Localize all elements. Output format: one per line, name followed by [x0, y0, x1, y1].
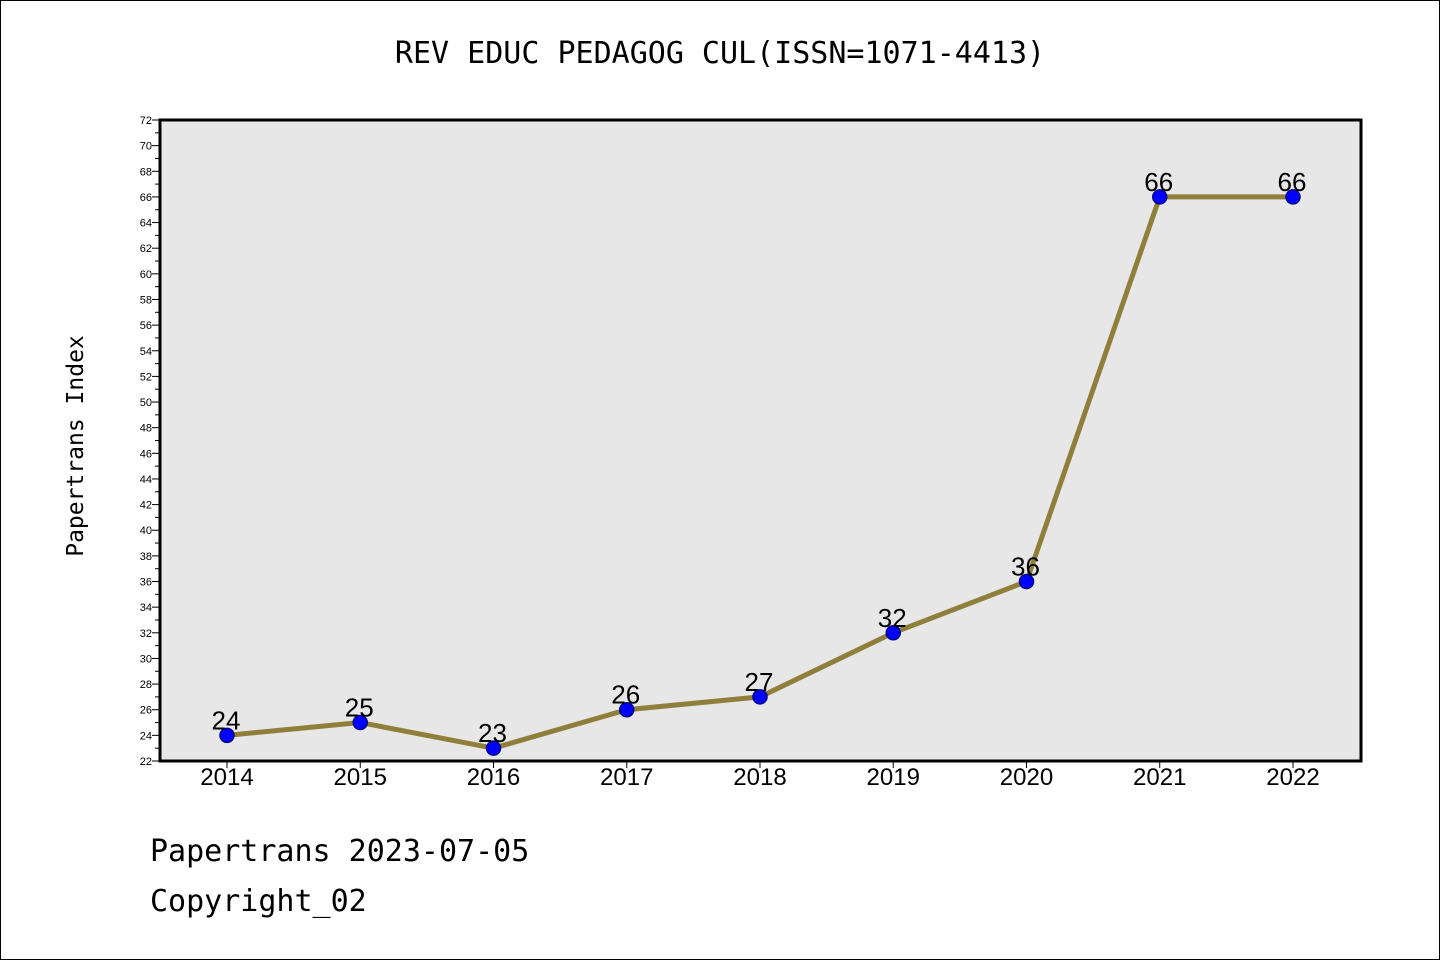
x-tick-label: 2016: [467, 764, 520, 791]
data-label: 36: [1011, 552, 1040, 582]
y-tick-label: 52: [140, 371, 152, 383]
y-tick-label: 72: [140, 115, 152, 127]
y-tick-label: 66: [140, 192, 152, 204]
x-tick-label: 2017: [600, 764, 653, 791]
data-point: [752, 689, 768, 705]
footer-date: Papertrans 2023-07-05: [150, 834, 530, 869]
y-tick-label: 46: [140, 448, 152, 460]
y-tick-label: 62: [140, 243, 152, 255]
data-label: 23: [478, 718, 507, 748]
y-tick-label: 68: [140, 166, 152, 178]
data-label: 25: [345, 693, 374, 723]
y-tick-label: 64: [140, 218, 152, 230]
data-point: [885, 625, 901, 641]
data-label: 27: [745, 667, 774, 697]
data-label: 24: [212, 705, 241, 735]
y-tick-label: 30: [140, 653, 152, 665]
y-tick-label: 28: [140, 679, 152, 691]
y-tick-label: 56: [140, 320, 152, 332]
y-tick-label: 24: [140, 730, 152, 742]
data-label: 32: [878, 603, 907, 633]
chart-title: REV EDUC PEDAGOG CUL(ISSN=1071-4413): [394, 36, 1046, 71]
data-point: [619, 701, 635, 718]
data-point: [219, 727, 235, 744]
x-axis: 2014 2015 2016 2017 2018 2019 2020 2021 2022: [200, 761, 1320, 791]
x-tick-label: 2015: [334, 764, 387, 791]
plot-border: [158, 118, 1363, 763]
y-tick-label: 50: [140, 397, 152, 409]
x-tick-label: 2020: [1000, 764, 1053, 791]
data-label: 26: [611, 680, 640, 710]
x-tick-label: 2018: [733, 764, 786, 791]
y-tick-label: 70: [140, 141, 152, 153]
y-tick-label: 22: [140, 756, 152, 768]
y-axis: 22 24 26 28 30 32 34 36 38 40 42 44 46 48 50 52 54 56 58 60…: [140, 115, 160, 768]
y-tick-label: 54: [140, 346, 152, 358]
x-tick-label: 2021: [1133, 764, 1186, 791]
y-tick-label: 40: [140, 525, 152, 537]
y-tick-label: 58: [140, 294, 152, 306]
footer-copyright: Copyright_02: [150, 884, 367, 919]
data-point: [485, 740, 502, 756]
y-tick-label: 44: [140, 474, 152, 486]
y-tick-label: 36: [140, 577, 152, 589]
data-label: 66: [1278, 167, 1307, 197]
y-tick-label: 60: [140, 269, 152, 281]
data-point: [352, 714, 368, 731]
y-tick-label: 42: [140, 500, 152, 512]
plot-area: [160, 120, 1361, 761]
data-point: [1285, 189, 1301, 205]
x-tick-label: 2014: [200, 764, 253, 791]
data-point: [1018, 573, 1035, 590]
series-group: 24 25 23 26 27 32 36 66 66: [212, 167, 1307, 756]
y-tick-label: 38: [140, 551, 152, 563]
x-tick-label: 2022: [1266, 764, 1319, 791]
y-tick-label: 26: [140, 705, 152, 717]
data-label: 66: [1144, 167, 1173, 197]
data-point: [1152, 189, 1168, 205]
y-tick-label: 48: [140, 423, 152, 435]
x-tick-label: 2019: [867, 764, 920, 791]
y-tick-label: 34: [140, 602, 152, 614]
y-tick-label: 32: [140, 628, 152, 640]
